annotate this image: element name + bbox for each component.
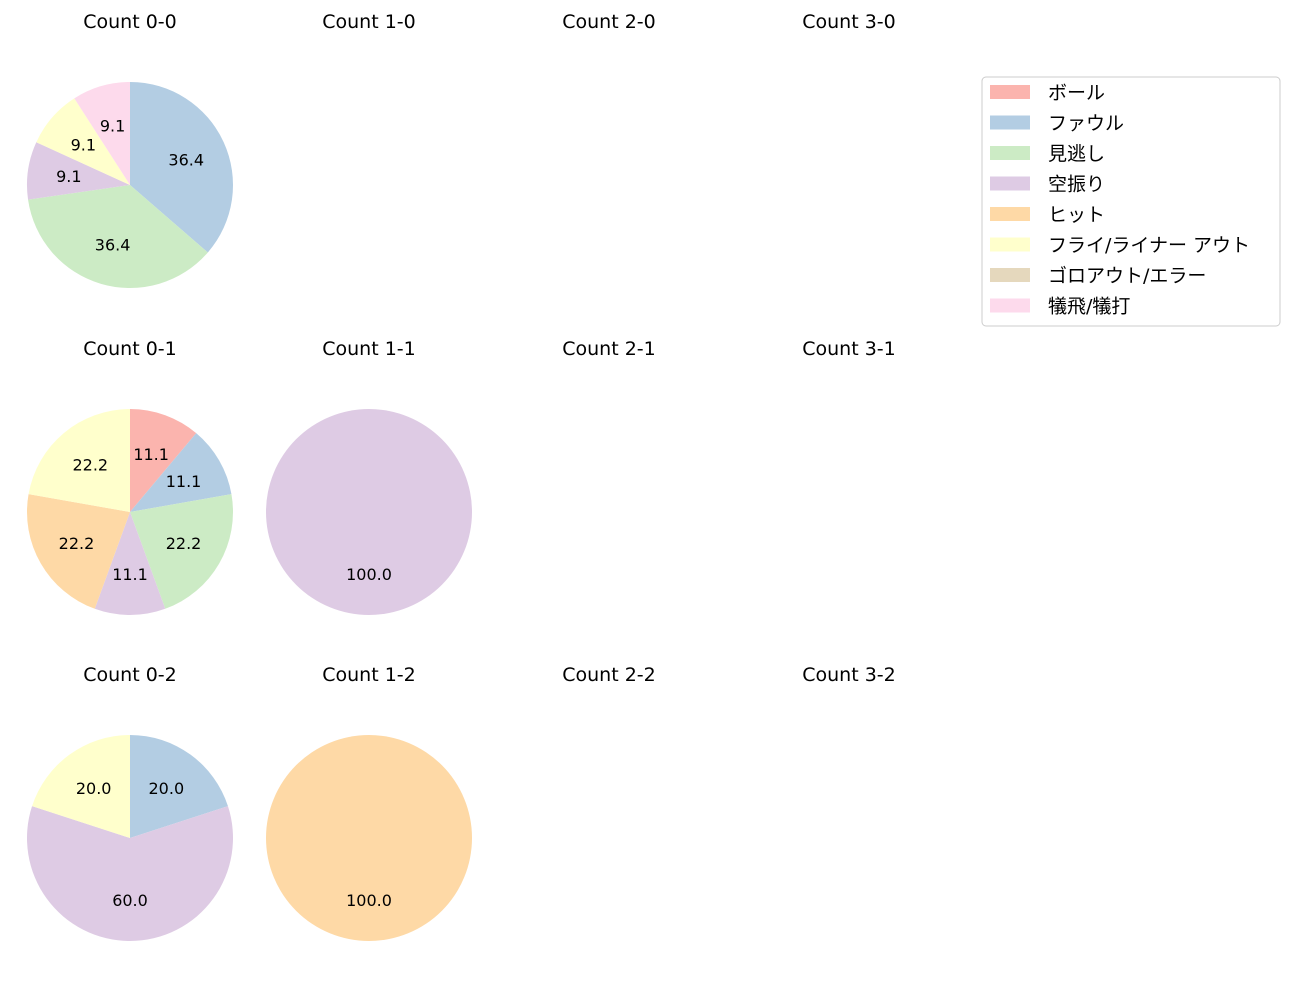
pie-slice bbox=[130, 494, 233, 609]
pie-slice bbox=[130, 735, 228, 838]
slice-label: 22.2 bbox=[72, 456, 108, 475]
pie-slice bbox=[28, 409, 130, 512]
pie-slice bbox=[32, 735, 130, 838]
legend-swatch bbox=[990, 146, 1030, 160]
legend-frame bbox=[981, 76, 1281, 327]
legend-entry: ボール bbox=[1048, 82, 1105, 104]
subplot-count-0-2: Count 0-2 20.0 60.0 20.0 bbox=[27, 664, 233, 941]
pie-slice bbox=[36, 98, 130, 185]
slice-label: 11.1 bbox=[166, 472, 202, 491]
subplot-title: Count 3-1 bbox=[802, 338, 896, 360]
subplot-count-3-1: Count 3-1 bbox=[802, 338, 896, 360]
slice-label: 36.4 bbox=[95, 235, 131, 254]
legend-entry: 空振り bbox=[1048, 174, 1105, 196]
legend-entry: 見逃し bbox=[1048, 143, 1105, 165]
pie-slice bbox=[130, 82, 233, 253]
slice-label: 22.2 bbox=[166, 534, 202, 553]
slice-label: 9.1 bbox=[56, 167, 81, 186]
legend-swatch bbox=[990, 268, 1030, 282]
subplot-title: Count 0-0 bbox=[83, 11, 177, 33]
legend-entry: 犠飛/犠打 bbox=[1048, 296, 1130, 318]
slice-label: 9.1 bbox=[100, 117, 125, 136]
pie-slice bbox=[130, 433, 232, 512]
subplot-count-1-0: Count 1-0 bbox=[322, 11, 416, 33]
pie-slice bbox=[130, 409, 197, 512]
legend-swatch bbox=[990, 85, 1030, 99]
subplot-title: Count 3-2 bbox=[802, 664, 896, 686]
slice-label: 9.1 bbox=[71, 136, 96, 155]
subplot-count-3-2: Count 3-2 bbox=[802, 664, 896, 686]
slice-label: 20.0 bbox=[76, 779, 112, 798]
slice-label: 60.0 bbox=[112, 891, 148, 910]
subplot-title: Count 0-2 bbox=[83, 664, 177, 686]
subplot-count-2-1: Count 2-1 bbox=[562, 338, 656, 360]
legend-entry: フライ/ライナー アウト bbox=[1048, 235, 1250, 257]
subplot-count-2-2: Count 2-2 bbox=[562, 664, 656, 686]
subplot-title: Count 2-1 bbox=[562, 338, 656, 360]
subplot-count-0-1: Count 0-1 11.1 11.1 22.2 11.1 22.2 22.2 bbox=[26, 338, 233, 615]
legend-swatch bbox=[990, 115, 1030, 130]
pie-slice bbox=[94, 512, 166, 615]
subplot-title: Count 2-0 bbox=[562, 11, 656, 33]
slice-label: 36.4 bbox=[168, 150, 204, 169]
pie-slice bbox=[266, 409, 472, 615]
subplot-title: Count 1-0 bbox=[322, 11, 416, 33]
legend-swatch bbox=[990, 176, 1030, 191]
pie-slice bbox=[28, 185, 208, 288]
slice-label: 20.0 bbox=[149, 779, 185, 798]
pie-slice bbox=[26, 494, 130, 609]
slice-label: 100.0 bbox=[346, 891, 392, 910]
subplot-title: Count 3-0 bbox=[802, 11, 896, 33]
legend-entry: ゴロアウト/エラー bbox=[1048, 265, 1206, 287]
legend-swatch bbox=[990, 207, 1030, 221]
subplot-count-1-1: Count 1-1 100.0 bbox=[266, 338, 472, 615]
subplot-title: Count 2-2 bbox=[562, 664, 656, 686]
subplot-title: Count 0-1 bbox=[83, 338, 177, 360]
subplot-count-2-0: Count 2-0 bbox=[562, 11, 656, 33]
legend-entry: ファウル bbox=[1048, 113, 1124, 135]
subplot-count-3-0: Count 3-0 bbox=[802, 11, 896, 33]
pie-slice bbox=[74, 82, 130, 185]
subplot-title: Count 1-2 bbox=[322, 664, 416, 686]
legend-swatch bbox=[990, 298, 1030, 313]
subplot-title: Count 1-1 bbox=[322, 338, 416, 360]
subplot-count-1-2: Count 1-2 100.0 bbox=[266, 664, 472, 941]
slice-label: 100.0 bbox=[346, 565, 392, 584]
slice-label: 11.1 bbox=[133, 445, 169, 464]
pie-slice bbox=[27, 806, 233, 941]
pie-slice bbox=[266, 735, 472, 941]
slice-label: 22.2 bbox=[59, 534, 95, 553]
slice-label: 11.1 bbox=[112, 565, 148, 584]
legend-entry: ヒット bbox=[1048, 204, 1105, 226]
pie-slice bbox=[27, 142, 131, 200]
subplot-count-0-0: Count 0-036.436.49.19.19.1 bbox=[27, 11, 233, 288]
legend-swatch bbox=[990, 237, 1030, 252]
